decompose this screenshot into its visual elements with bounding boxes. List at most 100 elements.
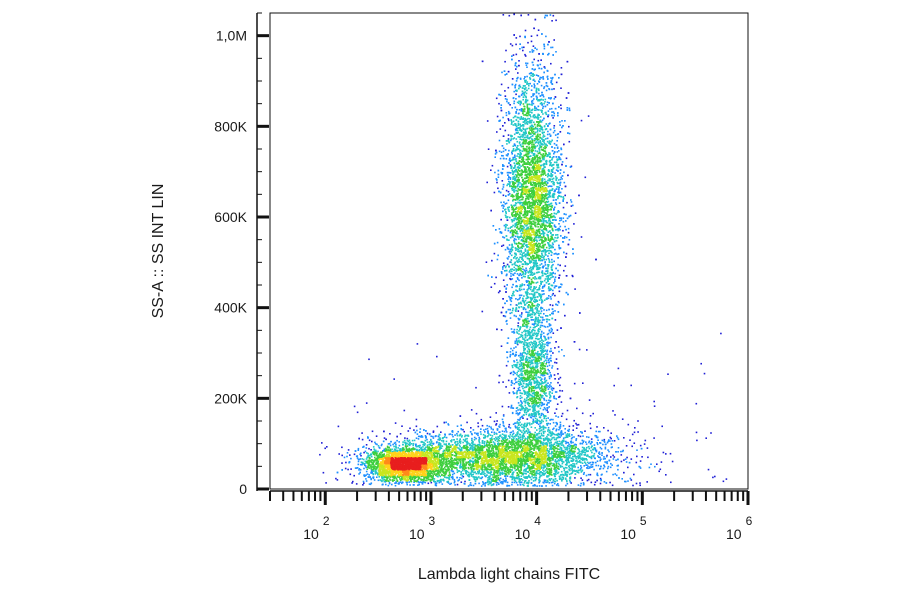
data-point	[484, 483, 486, 485]
data-point	[572, 252, 574, 255]
data-point	[519, 438, 522, 441]
data-point	[546, 272, 549, 275]
data-point	[546, 407, 548, 409]
data-point	[581, 439, 584, 442]
data-point	[459, 463, 462, 466]
data-point	[555, 252, 557, 255]
data-point	[554, 73, 556, 76]
data-point	[547, 255, 549, 257]
data-point	[394, 482, 396, 484]
data-point	[534, 479, 537, 482]
data-point	[546, 190, 549, 192]
data-point	[639, 484, 641, 487]
data-point	[526, 471, 529, 473]
data-point	[524, 480, 526, 482]
data-point	[533, 322, 536, 325]
data-point	[609, 436, 612, 439]
data-point	[525, 79, 527, 82]
data-point	[521, 118, 523, 120]
data-point	[538, 109, 540, 111]
data-point	[522, 473, 525, 476]
data-point	[470, 427, 472, 429]
data-point	[510, 135, 512, 137]
data-point	[633, 431, 636, 434]
data-point	[488, 477, 491, 479]
data-point	[445, 436, 448, 439]
data-point	[517, 136, 520, 138]
data-point	[596, 436, 599, 439]
data-point	[451, 430, 453, 433]
data-point	[502, 183, 505, 186]
data-point	[551, 246, 554, 249]
data-point	[468, 461, 471, 464]
data-point	[661, 425, 663, 428]
data-point	[496, 328, 498, 331]
data-point	[502, 207, 505, 209]
data-point	[526, 296, 529, 298]
data-point	[514, 224, 517, 227]
data-point	[639, 444, 642, 447]
data-point	[521, 253, 523, 256]
data-point	[424, 447, 426, 450]
data-point	[644, 439, 647, 442]
data-point	[558, 396, 560, 398]
data-point	[554, 189, 556, 191]
data-point	[542, 231, 544, 233]
data-point	[518, 133, 521, 136]
data-point	[591, 445, 593, 447]
data-point	[552, 479, 555, 482]
data-point	[546, 409, 548, 411]
data-point	[505, 212, 507, 214]
data-point	[494, 171, 496, 174]
data-point	[438, 480, 440, 482]
data-point	[580, 461, 582, 464]
data-point	[570, 482, 572, 484]
data-point	[467, 435, 470, 437]
data-point	[421, 436, 424, 438]
data-point	[483, 429, 485, 431]
data-point	[580, 450, 583, 453]
data-point	[557, 179, 560, 181]
data-point	[520, 316, 523, 318]
data-point	[518, 479, 521, 481]
data-point	[574, 473, 577, 475]
data-point	[521, 258, 523, 260]
data-point	[543, 178, 546, 181]
data-point	[609, 440, 611, 442]
data-point	[640, 447, 643, 450]
data-point	[577, 447, 579, 450]
data-point	[486, 474, 488, 476]
data-point	[540, 142, 542, 145]
data-point	[560, 107, 562, 110]
data-point	[556, 146, 559, 149]
data-point	[555, 429, 557, 432]
data-point	[533, 27, 535, 30]
data-point	[542, 99, 544, 101]
data-point	[547, 433, 549, 436]
data-point	[502, 204, 504, 206]
data-point	[552, 459, 554, 461]
data-point	[561, 161, 564, 163]
data-point	[519, 484, 522, 486]
data-point	[429, 442, 432, 445]
data-point	[602, 467, 605, 470]
data-point	[551, 433, 553, 436]
data-point	[541, 378, 543, 380]
data-point	[357, 449, 360, 451]
data-point	[602, 443, 604, 446]
data-point	[581, 450, 584, 453]
data-point	[633, 442, 636, 444]
data-point	[590, 446, 593, 449]
data-point	[547, 382, 549, 384]
data-point	[439, 448, 441, 451]
data-point	[457, 479, 459, 482]
data-point	[457, 447, 459, 449]
data-point	[523, 482, 526, 484]
data-point	[543, 141, 545, 143]
data-point	[551, 437, 554, 439]
data-point	[506, 171, 509, 174]
data-point	[565, 256, 567, 258]
data-point	[530, 72, 533, 74]
data-point	[516, 101, 519, 104]
data-point	[557, 442, 559, 445]
